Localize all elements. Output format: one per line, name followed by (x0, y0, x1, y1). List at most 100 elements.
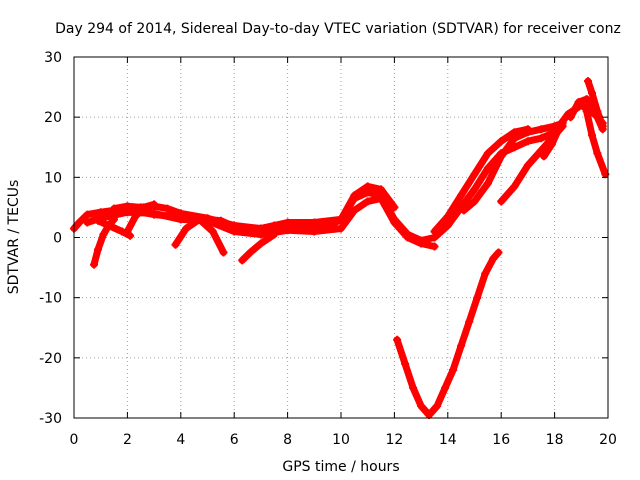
data-point (593, 149, 602, 158)
x-tick-label: 6 (230, 432, 239, 448)
series-layer (70, 77, 610, 419)
x-axis-label: GPS time / hours (282, 459, 399, 475)
data-point (171, 240, 180, 249)
data-point (337, 224, 345, 233)
data-point (270, 230, 279, 239)
x-tick-label: 18 (546, 432, 564, 448)
data-point (470, 170, 479, 179)
data-point (459, 206, 468, 215)
series-line-mid-17.5h (540, 119, 567, 160)
data-point (574, 98, 583, 107)
y-tick-label: 0 (53, 231, 62, 247)
data-point (337, 215, 345, 224)
series-line-v-arc (393, 249, 502, 419)
data-point (94, 216, 102, 225)
data-point (510, 182, 519, 191)
data-point (176, 209, 185, 218)
data-point (537, 134, 546, 143)
data-point (497, 152, 506, 161)
series-line-lower-band (83, 194, 438, 250)
data-point (150, 209, 159, 218)
data-point (523, 125, 532, 134)
data-point (523, 137, 532, 146)
data-point (163, 204, 172, 213)
data-point (203, 214, 212, 223)
data-point (393, 335, 402, 344)
data-point (433, 402, 442, 410)
series-line-dip-6.3h (238, 231, 278, 264)
data-point (593, 107, 602, 116)
data-point (457, 191, 466, 200)
x-tick-label: 8 (283, 432, 292, 448)
data-point (310, 218, 319, 227)
data-point (465, 317, 474, 326)
x-tick-label: 14 (439, 432, 457, 448)
data-point (588, 89, 596, 98)
y-axis-label: SDTVAR / TECUs (6, 180, 22, 295)
data-point (139, 203, 148, 212)
data-point (208, 227, 217, 236)
x-tick-label: 20 (599, 432, 617, 448)
series-line-rise-13.5h (431, 125, 532, 235)
data-point (481, 269, 490, 278)
data-point (510, 128, 519, 137)
data-point (566, 113, 575, 122)
data-point (582, 107, 591, 116)
data-point (310, 227, 319, 236)
data-point (494, 248, 503, 257)
y-tick-label: 10 (44, 170, 62, 186)
data-point (350, 206, 359, 215)
data-point (489, 254, 498, 263)
data-point (523, 161, 532, 170)
data-point (539, 152, 548, 161)
data-point (390, 203, 399, 212)
data-point (75, 218, 84, 227)
data-point (256, 224, 265, 233)
data-point (104, 221, 113, 230)
data-point (363, 197, 372, 206)
data-point (99, 230, 108, 239)
data-point (110, 204, 118, 213)
data-point (230, 221, 239, 230)
data-point (90, 260, 98, 269)
data-point (473, 293, 482, 302)
x-tick-label: 2 (123, 432, 132, 448)
series-line-spike-19.3h (584, 77, 607, 130)
data-point (483, 149, 492, 158)
data-point (417, 402, 426, 410)
y-tick-label: 20 (44, 110, 62, 126)
y-tick-label: -10 (39, 291, 62, 307)
data-point (363, 182, 372, 191)
data-point (441, 383, 450, 392)
data-point (401, 359, 410, 368)
data-point (470, 197, 479, 206)
data-point (483, 179, 492, 188)
data-point (497, 137, 506, 146)
data-point (195, 215, 204, 224)
y-tick-label: -30 (39, 411, 62, 427)
x-tick-label: 12 (385, 432, 403, 448)
data-point (83, 210, 92, 219)
data-point (219, 248, 228, 257)
data-point (246, 248, 255, 257)
data-point (94, 245, 102, 254)
grid-layer (74, 57, 608, 418)
data-point (430, 242, 439, 251)
y-tick-label: -20 (39, 351, 62, 367)
data-point (131, 212, 140, 221)
data-point (256, 239, 265, 248)
data-point (110, 215, 118, 224)
data-point (123, 202, 132, 211)
data-point (483, 164, 492, 173)
x-tick-label: 16 (492, 432, 510, 448)
data-point (417, 239, 426, 248)
data-point (83, 218, 92, 227)
data-point (283, 218, 292, 227)
data-point (457, 341, 466, 350)
data-point (553, 128, 562, 137)
data-point (582, 95, 591, 104)
data-point (238, 256, 247, 265)
data-point (470, 185, 479, 194)
data-point (584, 77, 592, 86)
